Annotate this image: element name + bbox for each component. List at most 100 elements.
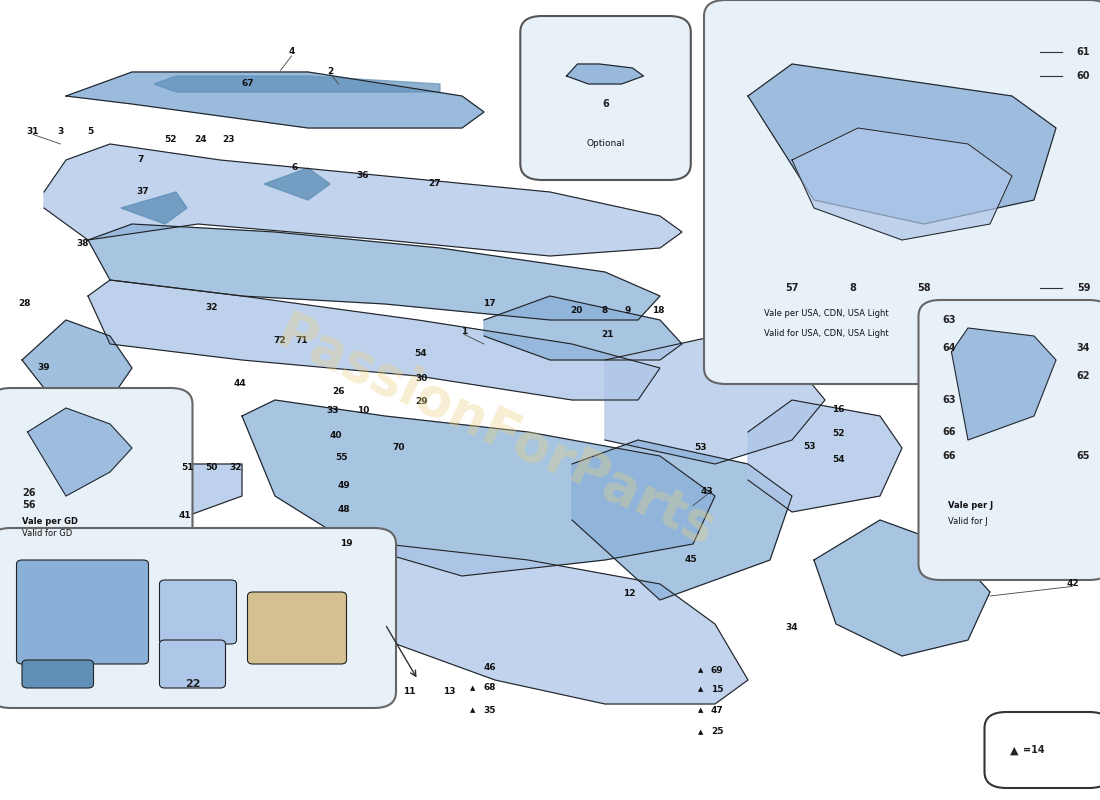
Text: 59: 59	[1077, 283, 1090, 293]
Text: Vale per GD: Vale per GD	[22, 517, 78, 526]
Polygon shape	[814, 520, 990, 656]
FancyBboxPatch shape	[0, 528, 396, 708]
Text: 43: 43	[701, 487, 714, 497]
Text: Valid for USA, CDN, USA Light: Valid for USA, CDN, USA Light	[764, 329, 889, 338]
Text: 4: 4	[288, 47, 295, 57]
FancyBboxPatch shape	[918, 300, 1100, 580]
Text: 17: 17	[483, 299, 496, 309]
FancyBboxPatch shape	[520, 16, 691, 180]
Text: 50: 50	[205, 463, 218, 473]
FancyBboxPatch shape	[16, 560, 148, 664]
Text: 5: 5	[87, 127, 94, 137]
Text: 6: 6	[603, 99, 609, 109]
Text: Vale per J: Vale per J	[948, 501, 993, 510]
Text: 55: 55	[334, 453, 348, 462]
Text: 68: 68	[483, 683, 496, 693]
Text: 34: 34	[1077, 343, 1090, 353]
Text: ▲: ▲	[471, 685, 475, 691]
Text: 63: 63	[943, 395, 956, 405]
Text: 52: 52	[164, 135, 177, 145]
Text: 16: 16	[832, 405, 845, 414]
Polygon shape	[154, 76, 440, 92]
FancyBboxPatch shape	[160, 580, 236, 644]
Text: 36: 36	[356, 171, 370, 181]
Text: 67: 67	[241, 79, 254, 89]
Text: 22: 22	[185, 679, 200, 689]
Text: 69: 69	[711, 666, 724, 675]
FancyBboxPatch shape	[0, 388, 192, 552]
Text: 13: 13	[442, 687, 455, 697]
Polygon shape	[242, 400, 715, 576]
Text: 45: 45	[684, 555, 697, 565]
Text: 35: 35	[483, 706, 496, 715]
Text: 9: 9	[625, 306, 631, 315]
Text: 31: 31	[26, 127, 40, 137]
Polygon shape	[566, 64, 644, 84]
Text: 26: 26	[332, 387, 345, 397]
Polygon shape	[605, 336, 825, 464]
Polygon shape	[264, 168, 330, 200]
Text: 64: 64	[943, 343, 956, 353]
Text: 19: 19	[340, 539, 353, 549]
Text: 34: 34	[785, 623, 799, 633]
Text: Optional: Optional	[587, 139, 625, 149]
Text: 66: 66	[943, 451, 956, 461]
Text: 18: 18	[651, 306, 664, 315]
Text: 8: 8	[602, 306, 608, 315]
Polygon shape	[44, 144, 682, 256]
Text: Valid for J: Valid for J	[948, 517, 988, 526]
Text: 30: 30	[415, 374, 428, 383]
Text: 60: 60	[1077, 71, 1090, 81]
Text: 3: 3	[57, 127, 64, 137]
Text: 15: 15	[711, 685, 724, 694]
Text: 41: 41	[178, 511, 191, 521]
Text: 48: 48	[338, 505, 351, 514]
Text: ▲: ▲	[698, 707, 703, 714]
Polygon shape	[330, 544, 748, 704]
Text: 29: 29	[415, 397, 428, 406]
Text: 72: 72	[273, 335, 286, 345]
Text: 65: 65	[1077, 451, 1090, 461]
Text: 6: 6	[292, 163, 298, 173]
Text: 20: 20	[570, 306, 583, 315]
FancyBboxPatch shape	[984, 712, 1100, 788]
Text: 70: 70	[392, 443, 405, 453]
Text: 39: 39	[37, 363, 51, 373]
Text: 27: 27	[428, 179, 441, 189]
Text: Valid for GD: Valid for GD	[22, 529, 73, 538]
Text: 46: 46	[483, 663, 496, 673]
Text: 54: 54	[414, 349, 427, 358]
Text: 63: 63	[943, 315, 956, 325]
Polygon shape	[88, 224, 660, 320]
Text: =14: =14	[1023, 746, 1045, 755]
Text: 28: 28	[18, 299, 31, 309]
Text: 33: 33	[326, 406, 339, 415]
Text: 51: 51	[180, 463, 194, 473]
Polygon shape	[28, 408, 132, 496]
Polygon shape	[792, 128, 1012, 240]
Text: 58: 58	[917, 283, 931, 293]
Text: 44: 44	[233, 379, 246, 389]
Text: 57: 57	[785, 283, 799, 293]
Text: PassionForParts: PassionForParts	[267, 307, 723, 557]
Text: Vale per USA, CDN, USA Light: Vale per USA, CDN, USA Light	[764, 309, 889, 318]
Text: ▲: ▲	[698, 686, 703, 693]
Text: 47: 47	[711, 706, 724, 715]
Text: 12: 12	[623, 589, 636, 598]
Text: 38: 38	[76, 239, 89, 249]
Text: 49: 49	[338, 481, 351, 490]
Polygon shape	[110, 464, 242, 520]
FancyBboxPatch shape	[704, 0, 1100, 384]
FancyBboxPatch shape	[22, 660, 94, 688]
Polygon shape	[66, 72, 484, 128]
Text: 40: 40	[329, 431, 342, 441]
Text: ▲: ▲	[1010, 746, 1019, 755]
Text: ▲: ▲	[698, 667, 703, 674]
Text: 42: 42	[1066, 579, 1079, 589]
Polygon shape	[22, 320, 132, 416]
Text: 2: 2	[327, 67, 333, 77]
Text: ▲: ▲	[698, 729, 703, 735]
Text: 32: 32	[229, 463, 242, 473]
Text: 37: 37	[136, 187, 150, 197]
Text: 11: 11	[403, 687, 416, 697]
